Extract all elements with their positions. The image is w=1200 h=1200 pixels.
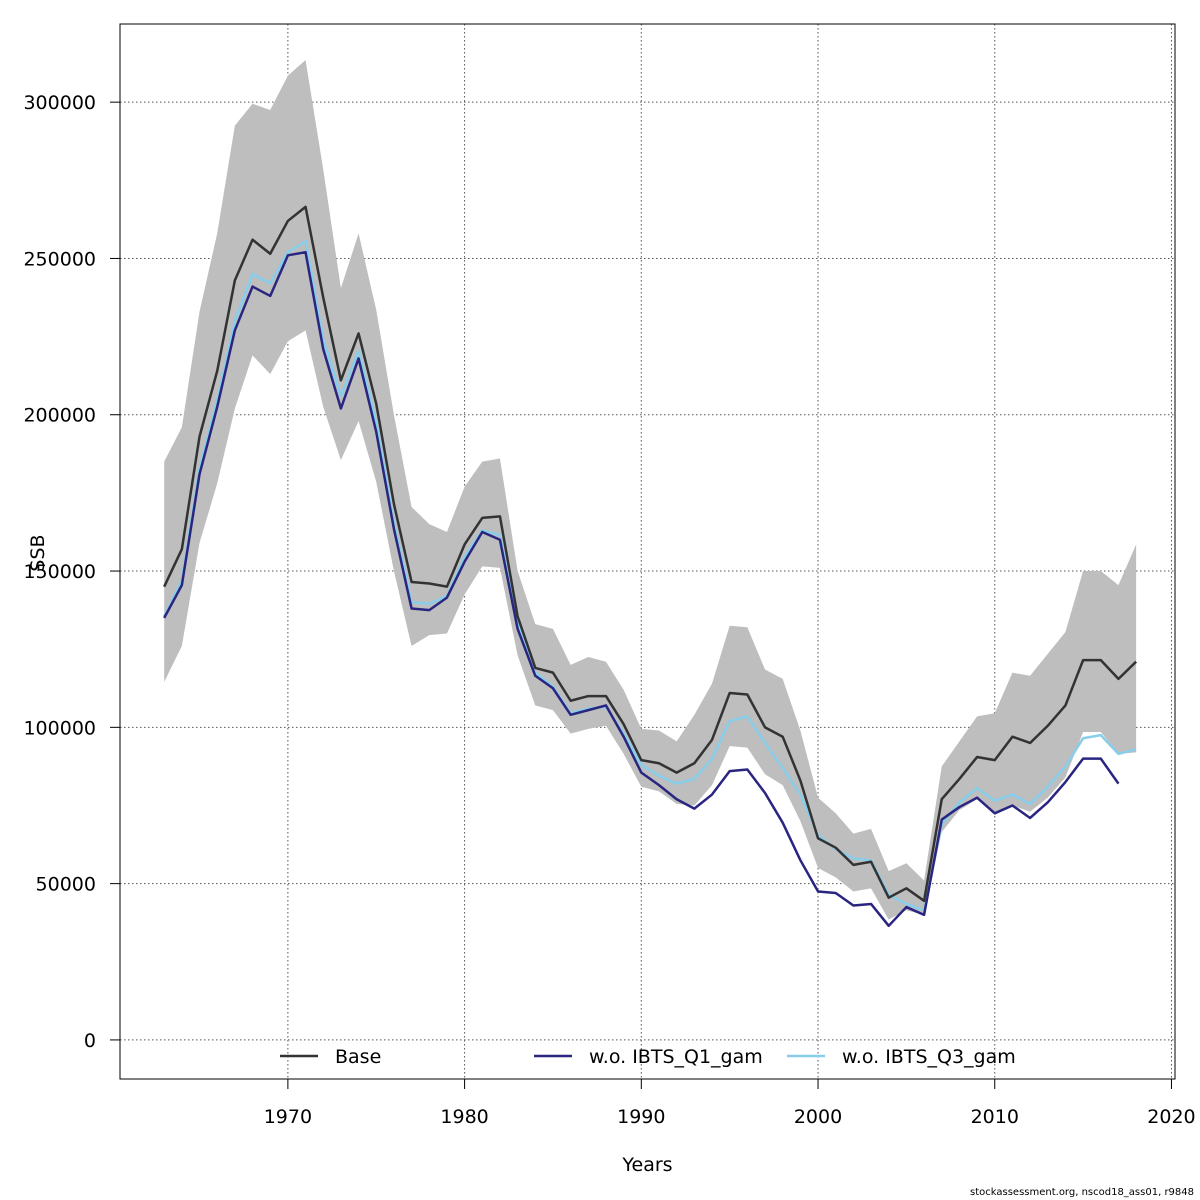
y-tick-label: 150000 — [23, 561, 96, 583]
series-lines — [163, 205, 1137, 928]
x-tick-label: 2010 — [971, 1106, 1019, 1128]
legend-label-0: Base — [335, 1046, 381, 1068]
y-axis: 0 50000 100000 150000 200000 250000 300000 — [23, 92, 120, 1052]
y-tick-label: 200000 — [23, 405, 96, 427]
legend-label-1: w.o. IBTS_Q1_gam — [589, 1046, 763, 1068]
series-line-0 — [163, 205, 1137, 903]
series-line-2 — [163, 240, 1137, 912]
x-tick-label: 2000 — [794, 1106, 842, 1128]
x-tick-label: 1980 — [440, 1106, 488, 1128]
y-axis-title: SSB — [27, 534, 49, 571]
y-tick-label: 50000 — [36, 874, 96, 896]
x-tick-label: 2020 — [1147, 1106, 1195, 1128]
series-line-1 — [163, 250, 1120, 928]
confidence-band-area — [164, 59, 1137, 920]
legend: Base w.o. IBTS_Q1_gam w.o. IBTS_Q3_gam — [280, 1046, 1016, 1068]
y-tick-label: 250000 — [23, 248, 96, 270]
x-axis-title: Years — [621, 1154, 672, 1176]
confidence-band — [164, 59, 1137, 920]
x-axis: 1970 1980 1990 2000 2010 2020 — [264, 1078, 1196, 1128]
footer-note: stockassessment.org, nscod18_ass01, r984… — [970, 1187, 1194, 1198]
y-tick-label: 0 — [84, 1030, 96, 1052]
y-tick-label: 300000 — [23, 92, 96, 114]
legend-label-2: w.o. IBTS_Q3_gam — [842, 1046, 1016, 1068]
x-tick-label: 1970 — [264, 1106, 312, 1128]
y-tick-label: 100000 — [23, 717, 96, 739]
x-tick-label: 1990 — [617, 1106, 665, 1128]
